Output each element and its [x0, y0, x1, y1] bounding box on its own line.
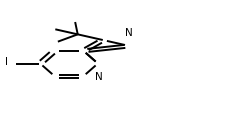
Text: N: N — [125, 28, 132, 38]
Text: I: I — [5, 57, 8, 67]
Text: N: N — [95, 72, 102, 82]
